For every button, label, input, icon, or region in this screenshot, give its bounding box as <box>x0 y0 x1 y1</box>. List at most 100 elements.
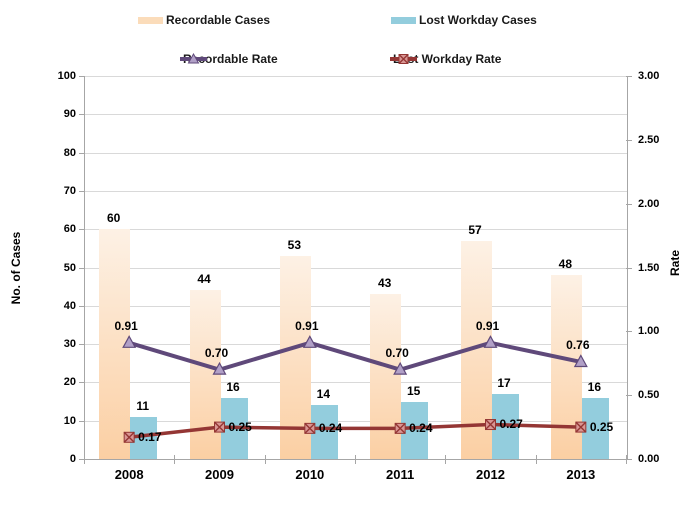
right-axis-tick <box>626 267 632 269</box>
right-axis-tick <box>626 76 632 77</box>
left-axis-tick <box>79 382 85 384</box>
line-label-lost-workday-rate: 0.24 <box>409 420 433 435</box>
bar-label-recordable-cases: 43 <box>377 276 392 291</box>
left-axis-tick <box>79 305 85 307</box>
bar-recordable-cases-2010 <box>279 256 311 459</box>
left-axis-tick <box>79 344 85 346</box>
bar-label-lost-workday-cases: 15 <box>406 383 421 398</box>
bar-recordable-cases-2009 <box>189 290 221 459</box>
x-axis-tick <box>264 455 266 464</box>
right-axis-tick <box>626 139 632 141</box>
right-axis-tick <box>626 203 632 205</box>
lost-workday-rate-line-swatch <box>390 54 417 64</box>
left-axis-tick-label: 70 <box>63 184 76 197</box>
bar-recordable-cases-2008 <box>99 229 131 459</box>
x-axis-tick <box>535 455 537 464</box>
legend-item-lost-workday-rate: Lost Workday Rate <box>390 52 501 66</box>
gridline <box>85 114 627 116</box>
left-axis-tick <box>79 459 85 460</box>
line-label-lost-workday-rate: 0.27 <box>499 417 523 432</box>
line-label-lost-workday-rate: 0.25 <box>228 419 252 434</box>
right-axis-tick-label: 0.50 <box>638 389 660 402</box>
x-axis-tick <box>626 455 627 464</box>
legend-item-recordable-cases: Recordable Cases <box>138 13 270 27</box>
left-axis-tick-label: 50 <box>63 261 76 274</box>
left-axis-tick <box>79 152 85 154</box>
right-axis-tick <box>626 395 632 397</box>
right-axis-tick-label: 1.50 <box>638 261 660 274</box>
x-axis-tick <box>445 455 447 464</box>
line-label-recordable-rate: 0.91 <box>475 318 500 333</box>
gridline <box>85 267 627 269</box>
lost-workday-cases-swatch <box>391 16 416 24</box>
x-axis-tick <box>84 455 85 464</box>
left-axis-tick <box>79 420 85 422</box>
right-axis-tick-label: 2.00 <box>638 197 660 210</box>
recordable-cases-swatch <box>138 16 163 24</box>
bar-recordable-cases-2011 <box>370 294 402 459</box>
bar-label-recordable-cases: 53 <box>287 238 301 252</box>
left-axis-tick <box>79 114 85 116</box>
line-label-lost-workday-rate: 0.24 <box>318 420 343 435</box>
left-axis-tick-label: 40 <box>63 299 76 312</box>
gridline <box>85 152 627 154</box>
left-axis-tick-label: 10 <box>63 414 76 427</box>
gridline <box>85 190 627 192</box>
bar-label-recordable-cases: 44 <box>197 272 211 287</box>
legend-item-lost-workday-cases: Lost Workday Cases <box>391 13 537 27</box>
right-axis-tick <box>626 331 632 333</box>
legend-label-lost-workday-rate: Lost Workday Rate <box>393 52 502 66</box>
bar-recordable-cases-2012 <box>460 240 492 459</box>
line-label-recordable-rate: 0.70 <box>204 345 229 360</box>
left-axis-tick <box>79 190 85 192</box>
legend-label-lost-workday-cases: Lost Workday Cases <box>419 13 537 27</box>
left-axis-tick-label: 90 <box>63 108 76 121</box>
left-axis-tick-label: 100 <box>57 70 76 82</box>
right-axis-tick-label: 3.00 <box>638 70 660 82</box>
x-axis-label-2011: 2011 <box>386 467 415 482</box>
bar-label-recordable-cases: 48 <box>558 257 572 272</box>
left-axis-tick <box>79 229 85 231</box>
line-label-recordable-rate: 0.76 <box>566 337 590 352</box>
x-axis-label-2008: 2008 <box>114 467 144 482</box>
left-axis-tick <box>79 267 85 269</box>
bar-label-lost-workday-cases: 11 <box>136 398 149 413</box>
line-label-recordable-rate: 0.91 <box>295 318 319 333</box>
x-axis-label-2009: 2009 <box>205 467 234 482</box>
legend-label-recordable-cases: Recordable Cases <box>166 13 271 27</box>
left-axis-tick-label: 30 <box>63 338 76 351</box>
x-axis-label-2010: 2010 <box>295 467 325 482</box>
right-axis-tick-label: 2.50 <box>638 133 660 146</box>
bar-label-recordable-cases: 60 <box>106 211 121 226</box>
x-axis-label-2013: 2013 <box>566 467 596 482</box>
left-axis-title: No. of Cases <box>9 231 23 305</box>
line-label-recordable-rate: 0.70 <box>385 345 409 360</box>
bar-label-lost-workday-cases: 16 <box>587 379 601 394</box>
left-axis-tick-label: 20 <box>63 376 76 389</box>
bar-label-recordable-cases: 57 <box>468 222 482 237</box>
right-axis-tick-label: 0.00 <box>638 453 660 465</box>
left-axis-tick-label: 60 <box>63 223 76 236</box>
bar-label-lost-workday-cases: 16 <box>226 379 240 394</box>
gridline <box>85 420 627 422</box>
recordable-rate-line-swatch <box>180 52 207 64</box>
gridline <box>85 76 627 77</box>
left-axis-tick <box>79 76 85 77</box>
line-label-lost-workday-rate: 0.17 <box>138 429 162 444</box>
legend-item-recordable-rate: Recordable Rate <box>180 52 278 66</box>
right-axis-tick-label: 1.00 <box>638 325 660 338</box>
legend-label-recordable-rate: Recordable Rate <box>183 52 278 66</box>
gridline <box>85 344 627 346</box>
bar-label-lost-workday-cases: 17 <box>497 375 511 390</box>
line-label-lost-workday-rate: 0.25 <box>589 419 614 434</box>
x-axis-tick <box>355 455 356 464</box>
x-axis-tick <box>174 455 176 464</box>
gridline <box>85 305 627 307</box>
bar-recordable-cases-2013 <box>550 275 582 459</box>
left-axis-tick-label: 0 <box>69 453 76 465</box>
x-axis-label-2012: 2012 <box>476 467 505 482</box>
gridline <box>85 229 627 231</box>
right-axis-tick <box>626 459 632 460</box>
left-axis-tick-label: 80 <box>63 146 76 159</box>
